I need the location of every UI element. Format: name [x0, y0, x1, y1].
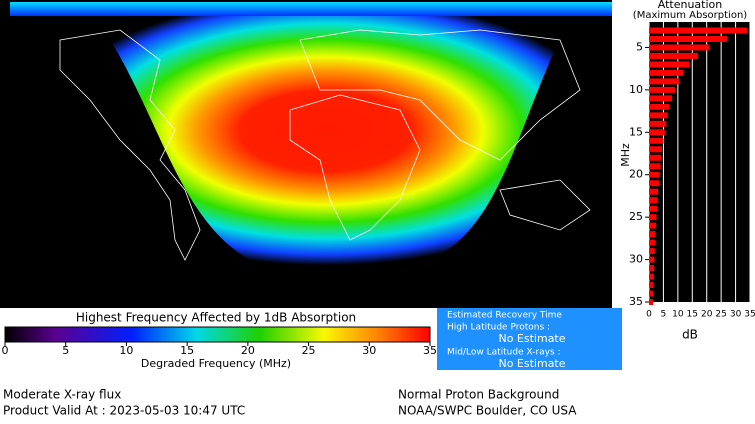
y-tick-label: 20 [629, 168, 643, 181]
bar [649, 129, 665, 136]
y-tick-label: 15 [629, 125, 643, 138]
footer-text: NOAA/SWPC Boulder, CO USA [398, 404, 577, 418]
x-tick-label: 35 [744, 310, 755, 320]
colorbar [4, 326, 431, 343]
footer-text: Normal Proton Background [398, 388, 559, 402]
recovery-value: No Estimate [498, 332, 565, 345]
colorbar-label: Degraded Frequency (MHz) [141, 357, 291, 370]
y-axis-label: MHz [619, 143, 632, 167]
x-tick-label: 5 [661, 310, 667, 320]
bar [649, 52, 699, 59]
bar [649, 180, 660, 187]
bar [649, 146, 662, 153]
plot-area [649, 22, 750, 302]
bar [649, 137, 664, 144]
bar [649, 248, 655, 255]
colorbar-tick-label: 35 [423, 344, 437, 357]
colorbar-tick-label: 30 [362, 344, 376, 357]
x-tick-label: 10 [672, 310, 684, 320]
bar [649, 35, 727, 42]
bar [649, 78, 680, 85]
polar-band [10, 2, 612, 16]
recovery-label: Mid/Low Latitude X-rays : [447, 348, 561, 358]
bar [649, 154, 662, 161]
bar [649, 265, 655, 272]
y-tick-label: 5 [636, 40, 643, 53]
bar [649, 188, 659, 195]
bar [649, 205, 658, 212]
x-tick-label: 30 [730, 310, 742, 320]
bar [649, 299, 654, 305]
bar [649, 69, 684, 76]
recovery-label: High Latitude Protons : [447, 323, 550, 333]
bar [649, 112, 668, 119]
recovery-box [437, 308, 622, 370]
colorbar-tick-label: 15 [180, 344, 194, 357]
bar [649, 27, 748, 34]
bar [649, 120, 667, 127]
bar [649, 239, 656, 246]
y-tick-label: 25 [629, 210, 643, 223]
footer-text: Product Valid At : 2023-05-03 10:47 UTC [3, 404, 245, 418]
x-tick-label: 15 [687, 310, 698, 320]
chart-subtitle: (Maximum Absorption) [633, 10, 747, 21]
bar [649, 61, 690, 68]
absorption-region [40, 10, 612, 279]
x-tick-label: 25 [715, 310, 726, 320]
colorbar-tick-label: 25 [302, 344, 316, 357]
colorbar-tick-label: 5 [62, 344, 69, 357]
colorbar-tick-label: 10 [119, 344, 133, 357]
recovery-value: No Estimate [498, 357, 565, 370]
bar [649, 163, 661, 170]
x-axis-label: dB [682, 328, 698, 342]
colorbar-tick-label: 20 [241, 344, 255, 357]
colorbar-tick-label: 0 [2, 344, 9, 357]
bar [649, 282, 654, 289]
bar [649, 231, 656, 238]
y-tick-label: 35 [629, 295, 643, 308]
bar [649, 222, 657, 229]
y-tick-label: 30 [629, 253, 643, 266]
x-tick-label: 20 [701, 310, 713, 320]
y-tick-label: 10 [629, 83, 643, 96]
bar [649, 171, 660, 178]
colorbar-title: Highest Frequency Affected by 1dB Absorp… [76, 311, 356, 325]
bar [649, 44, 710, 51]
recovery-title: Estimated Recovery Time [447, 311, 562, 321]
bar [649, 214, 657, 221]
x-tick-label: 0 [646, 310, 652, 320]
footer-text: Moderate X-ray flux [3, 388, 121, 402]
bar [649, 95, 673, 102]
bar [649, 290, 654, 297]
bar [649, 197, 658, 204]
bar [649, 86, 675, 93]
bar [649, 256, 655, 263]
bar [649, 103, 670, 110]
chart-title: Attenuation [658, 0, 723, 11]
bar [649, 273, 654, 280]
coastlines [59, 29, 591, 261]
